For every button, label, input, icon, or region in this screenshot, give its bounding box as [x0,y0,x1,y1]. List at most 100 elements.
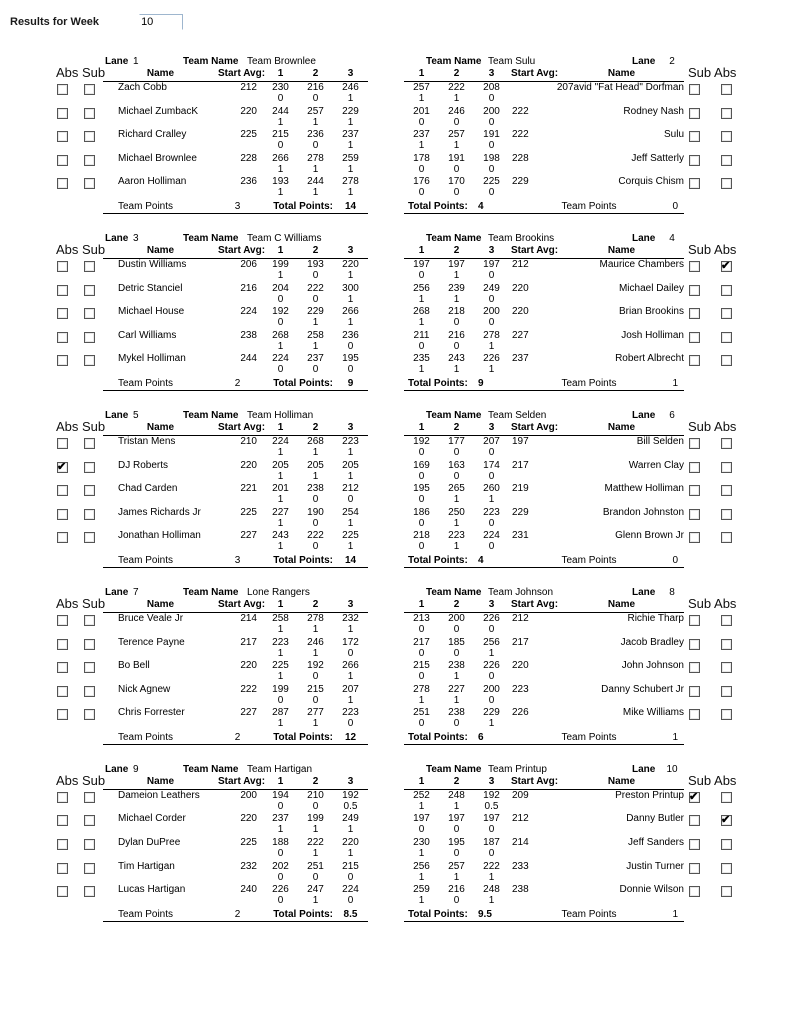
sub-checkbox[interactable] [84,662,95,674]
abs-checkbox[interactable] [721,685,732,697]
abs-checkbox[interactable] [721,638,732,650]
abs-checkbox[interactable] [57,154,68,166]
abs-checkbox[interactable] [57,532,68,544]
sub-checkbox[interactable] [84,461,95,473]
sub-checkbox[interactable] [84,791,95,803]
sub-checkbox[interactable] [84,685,95,697]
abs-checkbox[interactable] [721,308,732,320]
abs-checkbox[interactable] [57,839,68,851]
sub-checkbox[interactable] [689,815,700,827]
abs-checkbox[interactable] [57,508,68,520]
sub-checkbox[interactable] [84,485,95,497]
sub-checkbox[interactable] [84,638,95,650]
abs-checkbox[interactable] [57,791,68,803]
abs-checkbox[interactable] [57,107,68,119]
abs-checkbox[interactable] [721,862,732,874]
abs-checkbox[interactable] [721,284,732,296]
sub-checkbox[interactable] [689,886,700,898]
abs-checkbox[interactable] [57,886,68,898]
week-input[interactable] [139,14,184,30]
sub-checkbox[interactable] [84,815,95,827]
sub-checkbox[interactable] [84,437,95,449]
sub-checkbox[interactable] [84,862,95,874]
abs-checkbox[interactable] [721,709,732,721]
abs-checkbox[interactable] [721,331,732,343]
sub-checkbox[interactable] [689,790,700,803]
sub-checkbox[interactable] [84,260,95,272]
sub-checkbox[interactable] [689,532,700,544]
abs-checkbox[interactable] [721,662,732,674]
sub-checkbox[interactable] [84,284,95,296]
abs-checkbox[interactable] [721,614,732,626]
sub-checkbox[interactable] [84,178,95,190]
sub-checkbox[interactable] [84,131,95,143]
abs-checkbox[interactable] [57,308,68,320]
abs-checkbox[interactable] [721,532,732,544]
sub-checkbox[interactable] [689,662,700,674]
sub-checkbox[interactable] [84,355,95,367]
sub-checkbox[interactable] [84,508,95,520]
abs-checkbox[interactable] [57,131,68,143]
sub-checkbox[interactable] [689,614,700,626]
abs-checkbox[interactable] [721,791,732,803]
sub-checkbox[interactable] [689,638,700,650]
sub-checkbox[interactable] [689,284,700,296]
abs-checkbox[interactable] [721,485,732,497]
abs-checkbox[interactable] [721,178,732,190]
abs-checkbox[interactable] [57,662,68,674]
sub-checkbox[interactable] [689,84,700,95]
abs-checkbox[interactable] [721,839,732,851]
sub-checkbox[interactable] [689,508,700,520]
sub-checkbox[interactable] [689,131,700,143]
sub-checkbox[interactable] [689,331,700,343]
abs-checkbox[interactable] [721,437,732,449]
sub-checkbox[interactable] [689,839,700,851]
sub-checkbox[interactable] [689,107,700,119]
abs-checkbox[interactable] [721,107,732,119]
abs-checkbox[interactable] [721,84,732,95]
abs-checkbox[interactable] [721,154,732,166]
sub-checkbox[interactable] [689,862,700,874]
abs-checkbox[interactable] [721,886,732,898]
abs-checkbox[interactable] [721,355,732,367]
abs-checkbox[interactable] [57,685,68,697]
sub-checkbox[interactable] [689,485,700,497]
abs-checkbox[interactable] [721,813,732,827]
abs-checkbox[interactable] [57,178,68,190]
sub-checkbox[interactable] [689,437,700,449]
abs-checkbox[interactable] [57,84,68,95]
abs-checkbox[interactable] [57,460,68,473]
sub-checkbox[interactable] [689,709,700,721]
abs-checkbox[interactable] [721,259,732,272]
sub-checkbox[interactable] [84,107,95,119]
sub-checkbox[interactable] [84,84,95,95]
abs-checkbox[interactable] [57,284,68,296]
sub-checkbox[interactable] [84,532,95,544]
sub-checkbox[interactable] [689,355,700,367]
sub-checkbox[interactable] [84,839,95,851]
abs-checkbox[interactable] [721,131,732,143]
sub-checkbox[interactable] [689,260,700,272]
sub-checkbox[interactable] [689,154,700,166]
sub-checkbox[interactable] [84,614,95,626]
sub-checkbox[interactable] [689,461,700,473]
abs-checkbox[interactable] [57,638,68,650]
sub-checkbox[interactable] [689,308,700,320]
abs-checkbox[interactable] [57,815,68,827]
sub-checkbox[interactable] [84,308,95,320]
abs-checkbox[interactable] [57,485,68,497]
sub-checkbox[interactable] [84,886,95,898]
abs-checkbox[interactable] [57,260,68,272]
sub-checkbox[interactable] [84,331,95,343]
sub-checkbox[interactable] [689,685,700,697]
abs-checkbox[interactable] [57,862,68,874]
abs-checkbox[interactable] [57,709,68,721]
abs-checkbox[interactable] [57,614,68,626]
abs-checkbox[interactable] [721,461,732,473]
sub-checkbox[interactable] [84,709,95,721]
sub-checkbox[interactable] [84,154,95,166]
abs-checkbox[interactable] [57,331,68,343]
sub-checkbox[interactable] [689,178,700,190]
abs-checkbox[interactable] [57,437,68,449]
abs-checkbox[interactable] [57,355,68,367]
